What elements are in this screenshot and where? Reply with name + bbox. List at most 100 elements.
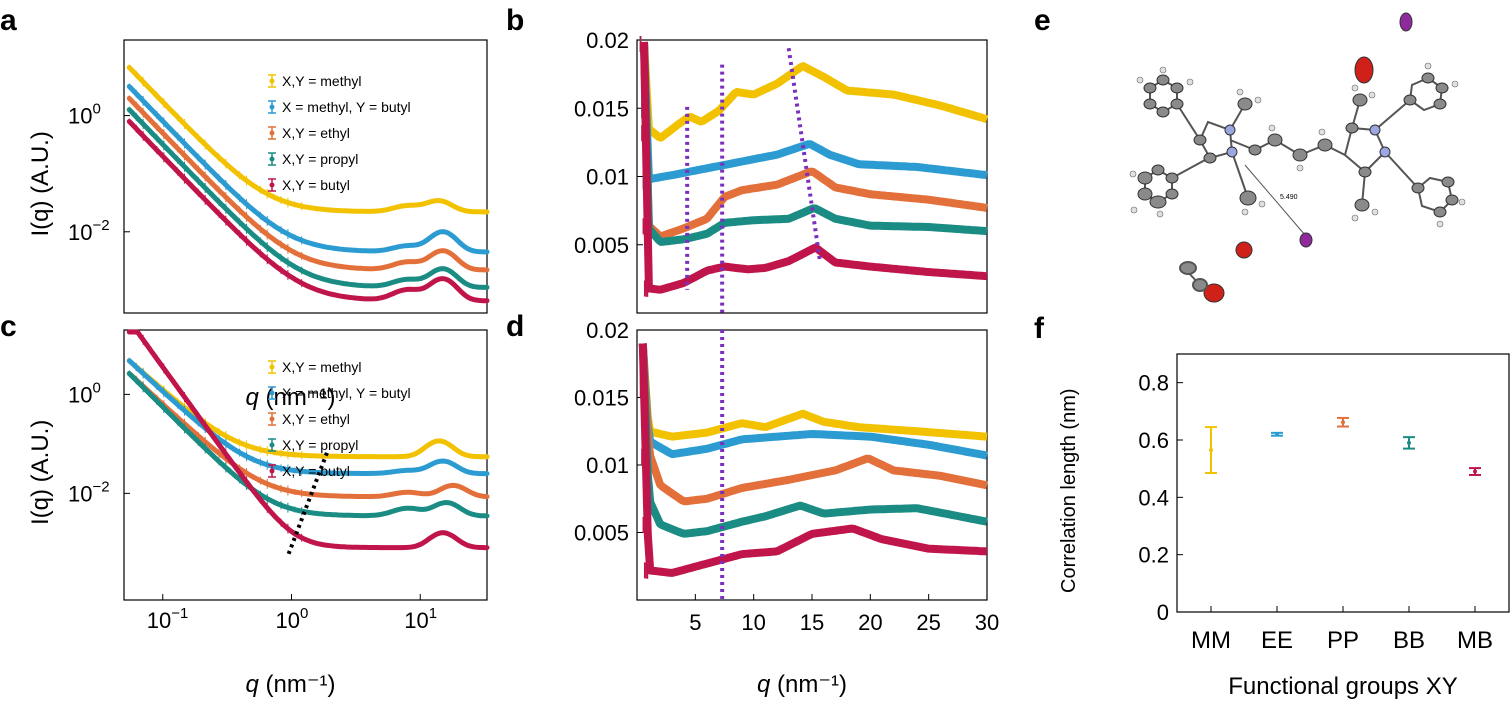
data-point xyxy=(168,127,173,132)
data-point xyxy=(285,246,291,251)
series-line-butyl xyxy=(640,41,989,294)
legend-c: X,Y = methyl X = methyl, Y = butyl X,Y = e… xyxy=(268,359,411,479)
legend-label-methyl: X,Y = methyl xyxy=(282,359,362,375)
data-point xyxy=(299,203,304,209)
data-point xyxy=(292,452,297,457)
series-butyl xyxy=(126,118,490,304)
data-point xyxy=(251,244,256,250)
data-point xyxy=(237,208,242,213)
y-tick-exponent: −2 xyxy=(92,217,109,234)
guide-line xyxy=(786,47,823,263)
data-point xyxy=(285,451,291,457)
data-point xyxy=(299,490,304,496)
data-point xyxy=(230,189,235,194)
y-tick-label: 0 xyxy=(1157,600,1169,625)
legend-label-butyl: X,Y = butyl xyxy=(282,463,350,479)
legend-a: X,Y = methyl X = methyl, Y = butyl X,Y = e… xyxy=(268,73,411,193)
y-tick-label: 0.8 xyxy=(1138,371,1169,396)
data-point xyxy=(278,520,284,525)
data-point xyxy=(1341,420,1345,425)
legend-marker-point xyxy=(269,390,275,396)
x-category-label: BB xyxy=(1393,627,1425,654)
data-point xyxy=(189,404,194,409)
data-point xyxy=(216,176,222,181)
data-point xyxy=(1407,440,1411,445)
data-point xyxy=(237,470,242,475)
data-point xyxy=(127,371,132,376)
data-point xyxy=(147,86,153,92)
series-line-ethyl xyxy=(638,343,989,506)
data-point xyxy=(251,457,256,462)
data-point xyxy=(251,220,256,226)
data-point xyxy=(292,277,297,282)
data-point xyxy=(292,468,297,473)
series-line-propyl xyxy=(126,371,490,519)
data-point xyxy=(161,131,167,137)
data-point xyxy=(299,268,304,273)
data-point xyxy=(285,231,291,237)
series-propyl xyxy=(126,106,490,290)
data-point xyxy=(285,467,291,472)
data-point xyxy=(230,471,235,476)
data-point xyxy=(244,454,249,459)
data-point xyxy=(202,162,208,167)
data-point xyxy=(278,502,284,508)
data-point xyxy=(147,347,153,352)
data-point xyxy=(251,183,256,188)
data-point xyxy=(258,478,263,483)
data-point xyxy=(216,451,222,456)
series-butyl xyxy=(639,36,989,297)
x-axis-label: q (nm⁻¹) xyxy=(246,671,336,698)
series-butyl xyxy=(638,343,989,579)
x-tick-exponent: −1 xyxy=(171,605,188,622)
x-tick-label: 20 xyxy=(858,610,882,635)
y-tick-label: 0.02 xyxy=(586,318,629,343)
data-point xyxy=(182,121,187,127)
data-point xyxy=(292,235,297,240)
data-point xyxy=(251,488,256,494)
data-point xyxy=(251,445,256,450)
series-line-butyl xyxy=(638,343,989,577)
plot-a: 100 10−2 I(q) (A.U.) q (nm⁻¹) xyxy=(27,39,490,411)
hydrogen-atoms xyxy=(1129,62,1466,228)
data-point xyxy=(285,505,291,510)
legend-marker-point xyxy=(269,182,275,188)
x-tick-exponent: 1 xyxy=(429,605,437,622)
data-point xyxy=(154,147,160,153)
data-point xyxy=(230,167,235,172)
data-point xyxy=(154,383,160,389)
data-point xyxy=(196,190,201,195)
data-point xyxy=(161,390,167,395)
data-point xyxy=(292,264,297,269)
data-point xyxy=(175,114,180,120)
data-point xyxy=(168,107,173,113)
y-tick-label: 10−2 xyxy=(68,217,110,245)
data-point xyxy=(258,460,263,465)
data-point xyxy=(189,414,194,419)
data-point xyxy=(230,461,235,466)
panel-label-b: b xyxy=(506,4,524,37)
data-point xyxy=(202,142,208,147)
data-point xyxy=(285,272,291,278)
legend-label-ethyl: X,Y = ethyl xyxy=(282,125,350,141)
data-point xyxy=(258,239,263,244)
data-point xyxy=(299,535,304,540)
data-point xyxy=(244,470,249,476)
data-point xyxy=(140,133,146,139)
data-point xyxy=(223,218,229,223)
data-point xyxy=(251,232,256,238)
x-tick-label: 15 xyxy=(800,610,824,635)
data-point xyxy=(237,231,242,237)
data-point xyxy=(271,223,277,228)
y-tick-exponent: 0 xyxy=(92,101,100,118)
x-category-label: EE xyxy=(1261,627,1293,654)
plot-frame-c xyxy=(123,329,488,601)
legend-marker-point xyxy=(269,364,275,370)
data-point xyxy=(285,260,291,265)
data-point xyxy=(258,187,263,193)
y-tick-label: 0.4 xyxy=(1138,485,1169,510)
data-point xyxy=(168,396,173,401)
x-category-label: MB xyxy=(1457,627,1493,654)
data-point xyxy=(265,496,270,501)
